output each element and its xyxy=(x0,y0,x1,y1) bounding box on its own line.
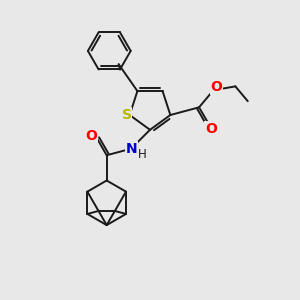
Text: S: S xyxy=(122,108,132,122)
Text: O: O xyxy=(205,122,217,136)
Text: N: N xyxy=(125,142,137,156)
Text: O: O xyxy=(210,80,222,94)
Text: O: O xyxy=(86,129,98,143)
Text: H: H xyxy=(138,148,147,160)
